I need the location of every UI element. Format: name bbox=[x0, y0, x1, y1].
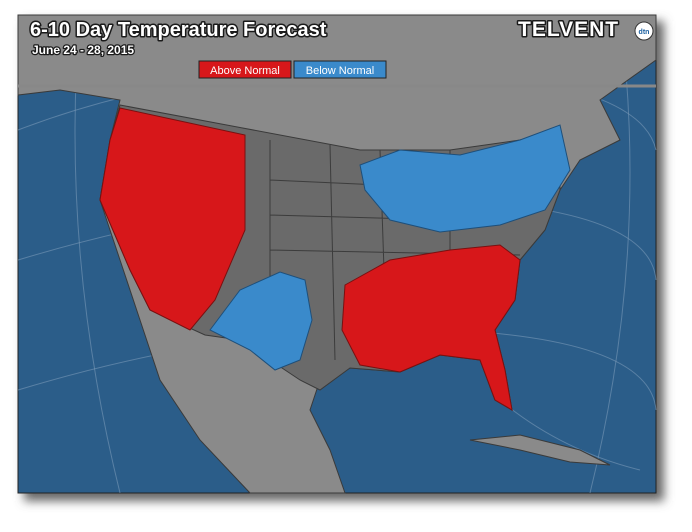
below-normal-southwest bbox=[209, 271, 313, 371]
below-normal-northeast bbox=[359, 124, 571, 233]
title: 6-10 Day Temperature Forecast bbox=[30, 19, 327, 41]
cuba bbox=[469, 434, 611, 466]
legend-label: Above Normal bbox=[210, 65, 280, 77]
legend-swatch bbox=[198, 60, 292, 79]
subtitle: June 24 - 28, 2015 bbox=[32, 43, 134, 57]
above-normal-southeast bbox=[341, 244, 521, 411]
legend-swatch bbox=[293, 60, 387, 79]
legend-label: Below Normal bbox=[306, 65, 374, 77]
above-normal-west bbox=[99, 107, 246, 331]
brand: TELVENT bbox=[518, 18, 619, 41]
brand-badge bbox=[634, 21, 654, 41]
brand-badge-text: dtn bbox=[639, 29, 650, 36]
legend: Above Normal Below Normal bbox=[198, 60, 387, 79]
